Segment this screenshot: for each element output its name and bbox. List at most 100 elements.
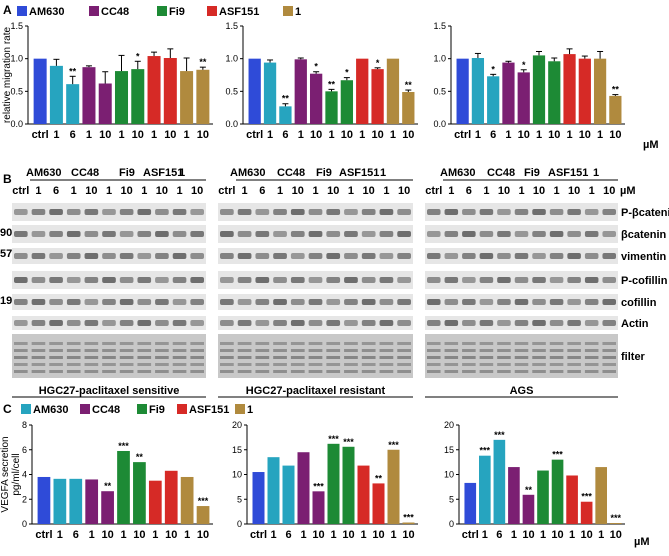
- bar: [252, 472, 265, 524]
- blot-lane-label: ctrl: [12, 185, 29, 197]
- blot-band: [532, 231, 546, 237]
- blot-band: [102, 277, 116, 283]
- blot-band: [290, 231, 305, 237]
- filter-band: [273, 370, 287, 373]
- blot-band: [66, 253, 81, 259]
- significance-label: *: [314, 62, 318, 72]
- significance-label: **: [328, 79, 336, 89]
- blot-band: [326, 320, 341, 326]
- bar: [325, 91, 338, 124]
- blot-band: [66, 209, 81, 215]
- x-tick-label: 1: [597, 129, 603, 141]
- x-tick-label: 1: [328, 129, 334, 141]
- blot-band: [361, 299, 376, 305]
- filter-band: [397, 349, 411, 352]
- x-tick-label: 1: [390, 129, 396, 141]
- legend-swatch: [17, 6, 27, 16]
- filter-band: [444, 370, 459, 373]
- x-tick-label: 10: [165, 529, 177, 541]
- blot-band: [172, 299, 187, 305]
- blot-lane-label: 1: [71, 185, 77, 197]
- blot-band: [379, 299, 394, 305]
- blot-band: [119, 231, 134, 237]
- filter-band: [290, 342, 305, 345]
- bar: [479, 455, 491, 524]
- filter-band: [602, 349, 616, 352]
- blot-lane-label: 10: [191, 185, 203, 197]
- blot-band: [444, 209, 459, 215]
- blot-lane-label: 1: [176, 185, 182, 197]
- blot-row-label: cofillin: [621, 297, 657, 309]
- blot-band: [155, 253, 169, 259]
- blot-lane-label: 10: [327, 185, 339, 197]
- filter-band: [497, 342, 511, 345]
- filter-band: [84, 356, 99, 359]
- legend-label: Fi9: [169, 6, 185, 18]
- bar: [340, 80, 354, 124]
- x-tick-label: 1: [598, 529, 604, 541]
- filter-band: [66, 363, 81, 366]
- blot-band: [444, 277, 459, 283]
- bar: [267, 457, 280, 524]
- x-tick-label: 6: [73, 529, 79, 541]
- filter-band: [220, 342, 234, 345]
- blot-band: [273, 231, 287, 237]
- bar: [114, 71, 129, 124]
- x-tick-label: 10: [551, 529, 563, 541]
- filter-band: [379, 342, 394, 345]
- blot-band: [549, 299, 564, 305]
- filter-band: [137, 370, 152, 373]
- blot-lane-label: 1: [483, 185, 489, 197]
- blot-lane-label: 10: [156, 185, 168, 197]
- significance-label: ***: [343, 437, 354, 447]
- blot-band: [497, 209, 511, 215]
- x-tick-label: 10: [101, 529, 113, 541]
- filter-band: [514, 356, 529, 359]
- blot-row-label: filter: [621, 351, 646, 363]
- blot-band: [344, 320, 358, 326]
- filter-band: [514, 342, 529, 345]
- blot-band: [190, 231, 204, 237]
- filter-band: [532, 349, 546, 352]
- filter-band: [567, 363, 581, 366]
- filter-band: [397, 363, 411, 366]
- significance-label: **: [69, 66, 77, 76]
- blot-band: [49, 209, 63, 215]
- y-tick-label: 1.5: [433, 21, 446, 31]
- blot-band: [255, 277, 270, 283]
- blot-band: [397, 253, 411, 259]
- unit-label-a: µM: [643, 139, 659, 151]
- filter-band: [14, 363, 28, 366]
- blot-group-label: Fi9: [119, 167, 135, 179]
- y-tick-label: 20: [444, 420, 454, 430]
- filter-band: [84, 363, 99, 366]
- x-tick-label: 10: [197, 529, 209, 541]
- x-tick-label: 10: [371, 129, 383, 141]
- y-tick-label: 0.0: [10, 119, 23, 129]
- blot-band: [344, 253, 358, 259]
- blot-band: [567, 253, 581, 259]
- legend-swatch: [137, 404, 147, 414]
- filter-band: [514, 363, 529, 366]
- blot-band: [237, 231, 252, 237]
- filter-band: [155, 342, 169, 345]
- x-tick-label: 1: [53, 129, 59, 141]
- bar: [402, 91, 415, 124]
- bar: [402, 522, 415, 524]
- blot-group-label: ASF151: [339, 167, 379, 179]
- y-tick-label: 8: [22, 420, 27, 430]
- filter-band: [84, 370, 99, 373]
- blot-band: [497, 253, 511, 259]
- blot-band: [220, 209, 234, 215]
- filter-band: [361, 370, 376, 373]
- unit-label-b: µM: [620, 185, 636, 197]
- blot-band: [137, 320, 152, 326]
- x-tick-label: 1: [184, 529, 190, 541]
- significance-label: ***: [403, 513, 414, 523]
- filter-band: [49, 370, 63, 373]
- filter-band: [273, 363, 287, 366]
- panel-label-c: C: [3, 402, 12, 416]
- blot-band: [444, 299, 459, 305]
- filter-band: [190, 342, 204, 345]
